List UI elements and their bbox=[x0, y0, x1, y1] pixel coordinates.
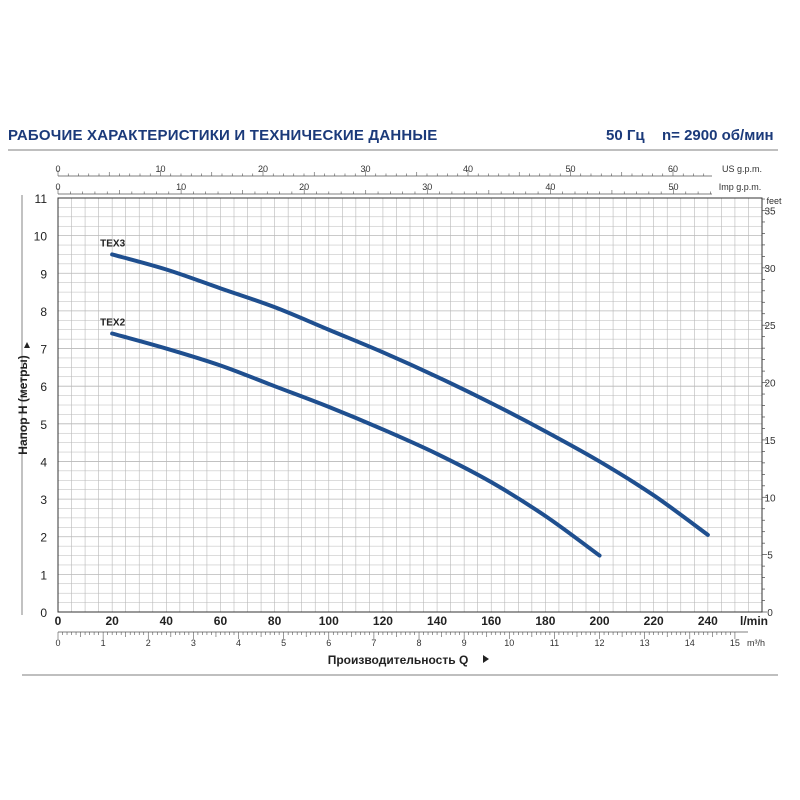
y-tick-label: 3 bbox=[40, 493, 47, 507]
x-tick-label: 220 bbox=[644, 614, 664, 628]
right-tick-label: 5 bbox=[767, 551, 773, 562]
m3h-tick-label: 15 bbox=[730, 638, 740, 648]
imp-gpm-tick-label: 0 bbox=[55, 182, 60, 192]
x-tick-label: 120 bbox=[373, 614, 393, 628]
us-gpm-tick-label: 20 bbox=[258, 164, 268, 174]
right-tick-label: 15 bbox=[764, 436, 776, 447]
x-tick-label: 20 bbox=[105, 614, 119, 628]
m3h-tick-label: 3 bbox=[191, 638, 196, 648]
y-tick-label: 8 bbox=[40, 305, 47, 319]
m3h-tick-label: 10 bbox=[504, 638, 514, 648]
y-axis-arrow-icon bbox=[24, 342, 30, 348]
y-tick-label: 10 bbox=[34, 230, 48, 244]
y-tick-label: 1 bbox=[40, 568, 47, 582]
m3h-tick-label: 7 bbox=[371, 638, 376, 648]
x-tick-label: 200 bbox=[590, 614, 610, 628]
right-tick-label: 30 bbox=[764, 264, 776, 275]
y-tick-label: 9 bbox=[40, 267, 47, 281]
m3h-tick-label: 14 bbox=[685, 638, 695, 648]
m3h-tick-label: 13 bbox=[640, 638, 650, 648]
y-tick-label: 7 bbox=[40, 343, 47, 357]
y-tick-label: 5 bbox=[40, 418, 47, 432]
x-tick-label: 80 bbox=[268, 614, 282, 628]
us-gpm-tick-label: 30 bbox=[360, 164, 370, 174]
x-axis-unit: l/min bbox=[740, 614, 768, 628]
x-tick-label: 160 bbox=[481, 614, 501, 628]
us-gpm-tick-label: 60 bbox=[668, 164, 678, 174]
m3h-tick-label: 8 bbox=[417, 638, 422, 648]
y-tick-label: 0 bbox=[40, 606, 47, 620]
right-axis-unit: feet bbox=[766, 196, 782, 206]
m3h-tick-label: 11 bbox=[550, 638, 559, 648]
imp-gpm-unit: Imp g.p.m. bbox=[719, 182, 762, 192]
curve-label-tex2: TEX2 bbox=[100, 317, 125, 328]
x-tick-label: 180 bbox=[535, 614, 555, 628]
curve-label-tex3: TEX3 bbox=[100, 238, 125, 249]
us-gpm-tick-label: 10 bbox=[155, 164, 165, 174]
x-axis-arrow-icon bbox=[483, 655, 489, 663]
m3h-axis-unit: m³/h bbox=[747, 638, 765, 648]
right-tick-label: 10 bbox=[764, 493, 776, 504]
y-tick-label: 2 bbox=[40, 531, 47, 545]
frequency-label: 50 Гц bbox=[606, 127, 645, 144]
x-tick-label: 140 bbox=[427, 614, 447, 628]
y-tick-label: 11 bbox=[35, 192, 48, 206]
imp-gpm-tick-label: 10 bbox=[176, 182, 186, 192]
x-axis-label: Производительность Q bbox=[328, 653, 469, 667]
speed-label: n= 2900 об/мин bbox=[662, 127, 774, 144]
imp-gpm-tick-label: 20 bbox=[299, 182, 309, 192]
right-tick-label: 35 bbox=[764, 206, 776, 217]
m3h-tick-label: 0 bbox=[55, 638, 60, 648]
m3h-tick-label: 6 bbox=[326, 638, 331, 648]
y-axis-label: Напор H (метры) bbox=[16, 355, 30, 454]
x-tick-label: 100 bbox=[319, 614, 339, 628]
imp-gpm-tick-label: 50 bbox=[668, 182, 678, 192]
x-tick-label: 40 bbox=[160, 614, 174, 628]
right-tick-label: 25 bbox=[764, 321, 776, 332]
x-tick-label: 60 bbox=[214, 614, 228, 628]
m3h-tick-label: 5 bbox=[281, 638, 286, 648]
us-gpm-tick-label: 0 bbox=[55, 164, 60, 174]
y-tick-label: 4 bbox=[40, 455, 47, 469]
m3h-tick-label: 2 bbox=[146, 638, 151, 648]
m3h-tick-label: 9 bbox=[462, 638, 467, 648]
right-tick-label: 20 bbox=[764, 379, 776, 390]
curve-tex2 bbox=[110, 331, 602, 558]
x-tick-label: 240 bbox=[698, 614, 718, 628]
m3h-tick-label: 1 bbox=[101, 638, 106, 648]
x-tick-label: 0 bbox=[55, 614, 62, 628]
imp-gpm-tick-label: 40 bbox=[545, 182, 555, 192]
curve-tex3 bbox=[110, 252, 710, 537]
page-title: РАБОЧИЕ ХАРАКТЕРИСТИКИ И ТЕХНИЧЕСКИЕ ДАН… bbox=[8, 127, 438, 144]
us-gpm-tick-label: 40 bbox=[463, 164, 473, 174]
imp-gpm-tick-label: 30 bbox=[422, 182, 432, 192]
y-tick-label: 6 bbox=[40, 380, 47, 394]
m3h-tick-label: 12 bbox=[595, 638, 605, 648]
grid bbox=[58, 198, 762, 612]
us-gpm-unit: US g.p.m. bbox=[722, 164, 762, 174]
us-gpm-tick-label: 50 bbox=[565, 164, 575, 174]
m3h-tick-label: 4 bbox=[236, 638, 241, 648]
right-tick-label: 0 bbox=[767, 608, 773, 619]
